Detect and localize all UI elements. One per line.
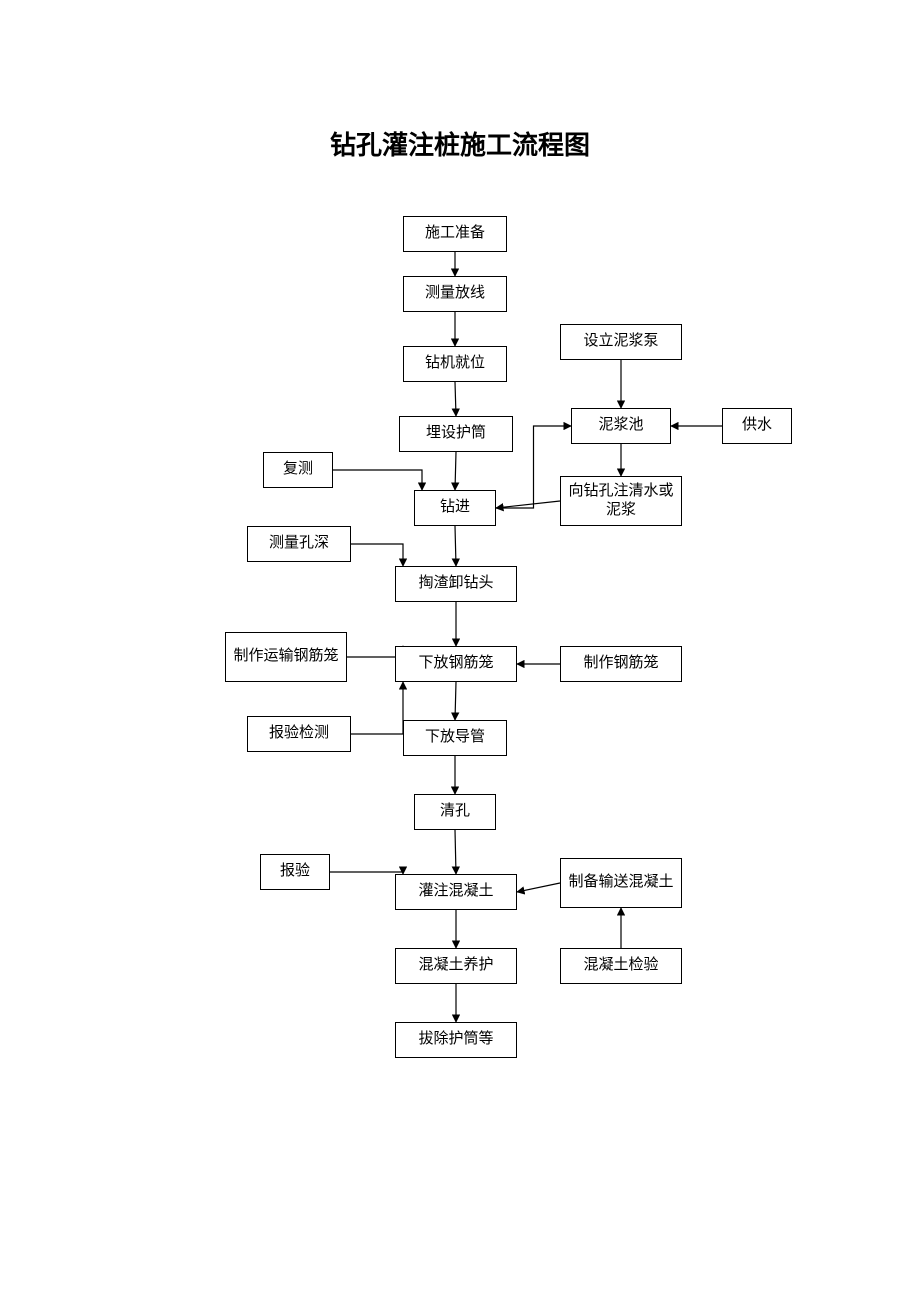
edge-l1-n5 — [333, 470, 422, 490]
edge-n5-n6 — [455, 526, 456, 566]
node-r3: 混凝土检验 — [560, 948, 682, 984]
edge-l4-n7 — [351, 682, 403, 734]
node-n1: 施工准备 — [403, 216, 507, 252]
node-l5: 报验 — [260, 854, 330, 890]
node-n12: 拔除护筒等 — [395, 1022, 517, 1058]
node-n6: 掏渣卸钻头 — [395, 566, 517, 602]
node-n8: 下放导管 — [403, 720, 507, 756]
edge-r2-n10 — [517, 883, 560, 892]
node-n2: 测量放线 — [403, 276, 507, 312]
edge-n7-n8 — [455, 682, 456, 720]
edge-s3-n5 — [496, 501, 560, 508]
edge-l2-n6 — [351, 544, 403, 566]
node-n9: 清孔 — [414, 794, 496, 830]
node-n7: 下放钢筋笼 — [395, 646, 517, 682]
node-l1: 复测 — [263, 452, 333, 488]
node-s3: 向钻孔注清水或泥浆 — [560, 476, 682, 526]
node-n10: 灌注混凝土 — [395, 874, 517, 910]
node-r2: 制备输送混凝土 — [560, 858, 682, 908]
node-n3: 钻机就位 — [403, 346, 507, 382]
node-l2: 测量孔深 — [247, 526, 351, 562]
edge-l5-n10 — [330, 872, 403, 874]
node-n11: 混凝土养护 — [395, 948, 517, 984]
node-r1: 制作钢筋笼 — [560, 646, 682, 682]
node-s2: 泥浆池 — [571, 408, 671, 444]
node-s4: 供水 — [722, 408, 792, 444]
edge-n3-n4 — [455, 382, 456, 416]
edge-n9-n10 — [455, 830, 456, 874]
node-s1: 设立泥浆泵 — [560, 324, 682, 360]
node-l4: 报验检测 — [247, 716, 351, 752]
node-l3: 制作运输钢筋笼 — [225, 632, 347, 682]
page-title: 钻孔灌注桩施工流程图 — [0, 125, 920, 162]
page: 钻孔灌注桩施工流程图 施工准备测量放线钻机就位埋设护筒钻进掏渣卸钻头下放钢筋笼下… — [0, 0, 920, 1303]
edge-n4-n5 — [455, 452, 456, 490]
node-n5: 钻进 — [414, 490, 496, 526]
node-n4: 埋设护筒 — [399, 416, 513, 452]
